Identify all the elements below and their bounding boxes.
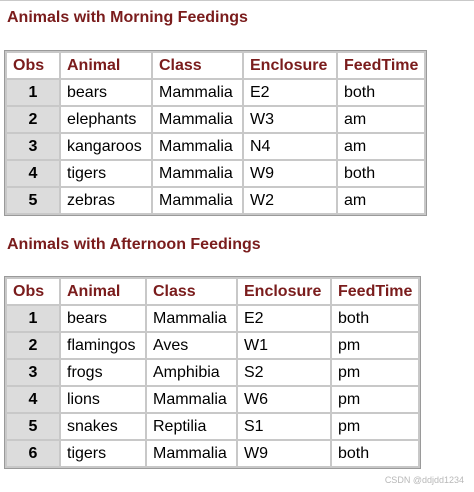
cell-feedtime: both — [338, 80, 425, 105]
cell-feedtime: am — [338, 107, 425, 132]
table-row: 4 lions Mammalia W6 pm — [7, 387, 419, 412]
cell-enclosure: W9 — [244, 161, 336, 186]
afternoon-table-title: Animals with Afternoon Feedings — [7, 236, 261, 253]
cell-animal: lions — [61, 387, 145, 412]
cell-animal: bears — [61, 306, 145, 331]
cell-feedtime: pm — [332, 387, 419, 412]
table-row: 1 bears Mammalia E2 both — [7, 80, 425, 105]
cell-feedtime: both — [332, 306, 419, 331]
cell-enclosure: E2 — [238, 306, 330, 331]
cell-class: Mammalia — [147, 306, 236, 331]
cell-class: Mammalia — [153, 134, 242, 159]
cell-obs: 3 — [7, 134, 59, 159]
cell-obs: 2 — [7, 333, 59, 358]
cell-animal: snakes — [61, 414, 145, 439]
cell-animal: tigers — [61, 441, 145, 466]
column-header-enclosure: Enclosure — [244, 53, 336, 78]
cell-class: Aves — [147, 333, 236, 358]
column-header-animal: Animal — [61, 279, 145, 304]
table-row: 6 tigers Mammalia W9 both — [7, 441, 419, 466]
column-header-feedtime: FeedTime — [338, 53, 425, 78]
table-row: 5 zebras Mammalia W2 am — [7, 188, 425, 213]
cell-animal: elephants — [61, 107, 151, 132]
column-header-class: Class — [147, 279, 236, 304]
afternoon-feedings-table: Obs Animal Class Enclosure FeedTime 1 bea… — [4, 276, 422, 469]
column-header-obs: Obs — [7, 279, 59, 304]
cell-animal: tigers — [61, 161, 151, 186]
table-row: 5 snakes Reptilia S1 pm — [7, 414, 419, 439]
header-row: Obs Animal Class Enclosure FeedTime — [7, 53, 425, 78]
cell-class: Mammalia — [147, 441, 236, 466]
cell-enclosure: W2 — [244, 188, 336, 213]
cell-animal: flamingos — [61, 333, 145, 358]
cell-enclosure: N4 — [244, 134, 336, 159]
cell-obs: 5 — [7, 414, 59, 439]
cell-enclosure: W9 — [238, 441, 330, 466]
column-header-class: Class — [153, 53, 242, 78]
cell-feedtime: both — [332, 441, 419, 466]
cell-class: Mammalia — [153, 188, 242, 213]
cell-enclosure: W6 — [238, 387, 330, 412]
table-row: 2 elephants Mammalia W3 am — [7, 107, 425, 132]
cell-obs: 4 — [7, 161, 59, 186]
table-row: 3 kangaroos Mammalia N4 am — [7, 134, 425, 159]
cell-class: Mammalia — [153, 161, 242, 186]
cell-enclosure: E2 — [244, 80, 336, 105]
cell-class: Mammalia — [153, 80, 242, 105]
cell-enclosure: W1 — [238, 333, 330, 358]
cell-obs: 2 — [7, 107, 59, 132]
cell-feedtime: am — [338, 134, 425, 159]
cell-obs: 1 — [7, 80, 59, 105]
column-header-animal: Animal — [61, 53, 151, 78]
cell-feedtime: pm — [332, 333, 419, 358]
column-header-obs: Obs — [7, 53, 59, 78]
cell-enclosure: S1 — [238, 414, 330, 439]
cell-obs: 1 — [7, 306, 59, 331]
cell-obs: 5 — [7, 188, 59, 213]
cell-enclosure: S2 — [238, 360, 330, 385]
table-row: 1 bears Mammalia E2 both — [7, 306, 419, 331]
table-row: 4 tigers Mammalia W9 both — [7, 161, 425, 186]
cell-enclosure: W3 — [244, 107, 336, 132]
cell-class: Reptilia — [147, 414, 236, 439]
morning-feedings-table: Obs Animal Class Enclosure FeedTime 1 bea… — [4, 50, 428, 216]
cell-class: Mammalia — [147, 387, 236, 412]
table-row: 2 flamingos Aves W1 pm — [7, 333, 419, 358]
top-divider — [0, 0, 474, 1]
cell-class: Mammalia — [153, 107, 242, 132]
cell-obs: 3 — [7, 360, 59, 385]
cell-animal: kangaroos — [61, 134, 151, 159]
cell-animal: bears — [61, 80, 151, 105]
cell-feedtime: both — [338, 161, 425, 186]
column-header-feedtime: FeedTime — [332, 279, 419, 304]
cell-obs: 6 — [7, 441, 59, 466]
cell-class: Amphibia — [147, 360, 236, 385]
cell-feedtime: am — [338, 188, 425, 213]
column-header-enclosure: Enclosure — [238, 279, 330, 304]
table-row: 3 frogs Amphibia S2 pm — [7, 360, 419, 385]
cell-animal: frogs — [61, 360, 145, 385]
watermark-text: CSDN @ddjdd1234 — [384, 475, 464, 485]
morning-table-title: Animals with Morning Feedings — [7, 9, 248, 26]
cell-feedtime: pm — [332, 360, 419, 385]
cell-obs: 4 — [7, 387, 59, 412]
cell-animal: zebras — [61, 188, 151, 213]
header-row: Obs Animal Class Enclosure FeedTime — [7, 279, 419, 304]
cell-feedtime: pm — [332, 414, 419, 439]
